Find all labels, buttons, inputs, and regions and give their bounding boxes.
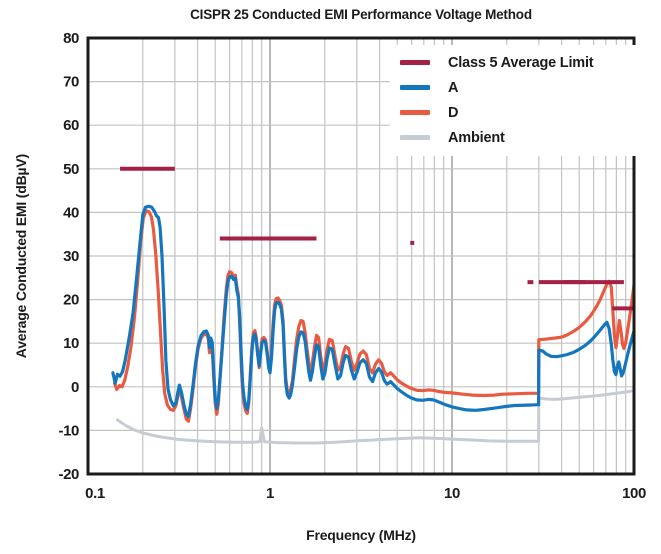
x-tick-label: 0.1	[85, 485, 105, 502]
y-tick-label: -20	[59, 466, 80, 483]
y-tick-label: 0	[71, 379, 79, 396]
x-tick-label: 10	[444, 485, 460, 502]
plot-frame	[86, 36, 636, 476]
y-tick-label: 20	[63, 292, 79, 309]
x-tick-label: 1	[266, 485, 274, 502]
legend: Class 5 Average Limit A D Ambient	[390, 45, 636, 156]
legend-swatch-d-line-icon	[400, 110, 430, 115]
legend-swatch-ambient-line-icon	[400, 135, 430, 140]
legend-item-d: D	[400, 100, 636, 125]
legend-swatch-a-line-icon	[400, 85, 430, 90]
legend-label: A	[448, 79, 459, 96]
y-tick-label: 70	[63, 74, 79, 91]
y-tick-label: -10	[59, 422, 80, 439]
y-tick-label: 50	[63, 161, 79, 178]
x-tick-label: 100	[622, 485, 646, 502]
y-axis-title: Average Conducted EMI (dBµV)	[8, 38, 34, 474]
legend-item-a: A	[400, 75, 636, 100]
chart-title: CISPR 25 Conducted EMI Performance Volta…	[190, 7, 532, 22]
y-tick-label: 30	[63, 248, 79, 265]
series-ambient	[115, 389, 636, 445]
legend-swatch-limit-line-icon	[400, 60, 430, 65]
legend-item-class5-average-limit: Class 5 Average Limit	[400, 50, 636, 75]
y-tick-label: 60	[63, 117, 79, 134]
y-axis-title-text: Average Conducted EMI (dBµV)	[13, 153, 29, 359]
x-axis-title: Frequency (MHz)	[306, 527, 416, 543]
legend-label: D	[448, 104, 459, 121]
legend-label: Ambient	[448, 129, 505, 146]
series-a	[111, 204, 636, 418]
legend-label: Class 5 Average Limit	[448, 54, 594, 71]
y-tick-label: 80	[63, 30, 79, 47]
y-tick-label: 10	[63, 335, 79, 352]
y-tick-label: 40	[63, 204, 79, 221]
legend-item-ambient: Ambient	[400, 125, 636, 150]
